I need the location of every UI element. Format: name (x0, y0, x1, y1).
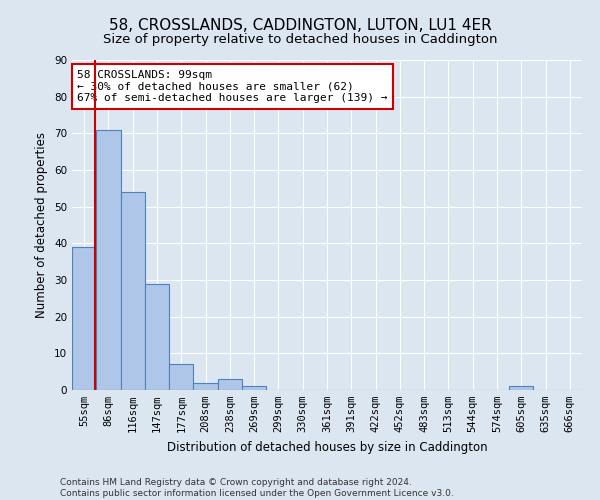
Text: Size of property relative to detached houses in Caddington: Size of property relative to detached ho… (103, 32, 497, 46)
Bar (193, 382, 218, 390)
Bar (509, 386, 533, 390)
Bar (218, 379, 242, 390)
Text: 58 CROSSLANDS: 99sqm
← 30% of detached houses are smaller (62)
67% of semi-detac: 58 CROSSLANDS: 99sqm ← 30% of detached h… (77, 70, 388, 103)
Bar (72, 247, 96, 390)
Bar (169, 364, 193, 390)
Bar (242, 386, 266, 390)
X-axis label: Distribution of detached houses by size in Caddington: Distribution of detached houses by size … (167, 440, 487, 454)
Y-axis label: Number of detached properties: Number of detached properties (35, 132, 49, 318)
Bar (121, 192, 145, 390)
Bar (145, 284, 169, 390)
Bar (96, 130, 121, 390)
Text: 58, CROSSLANDS, CADDINGTON, LUTON, LU1 4ER: 58, CROSSLANDS, CADDINGTON, LUTON, LU1 4… (109, 18, 491, 32)
Text: Contains HM Land Registry data © Crown copyright and database right 2024.
Contai: Contains HM Land Registry data © Crown c… (60, 478, 454, 498)
